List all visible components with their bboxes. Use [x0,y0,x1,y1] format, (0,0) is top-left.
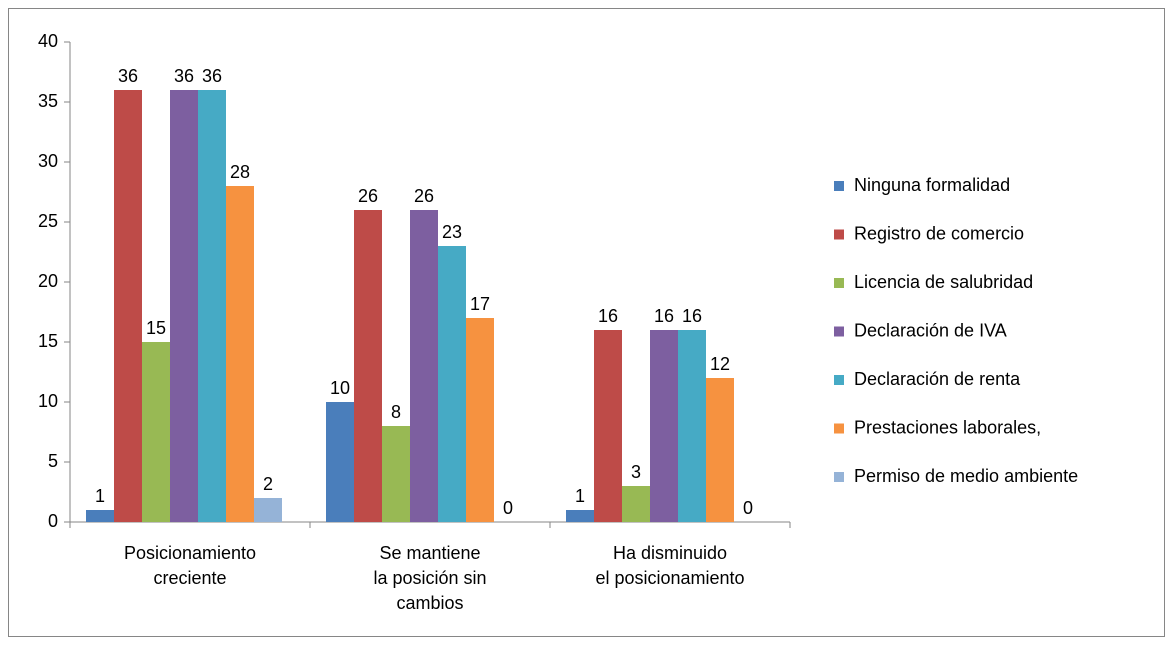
legend-label: Prestaciones laborales, [854,417,1041,437]
data-label: 36 [174,66,194,86]
data-label: 1 [95,486,105,506]
x-tick-label-line: Posicionamiento [124,543,256,563]
y-tick-label: 0 [48,511,58,531]
bar [566,510,594,522]
bar [142,342,170,522]
data-label: 36 [202,66,222,86]
y-tick-label: 10 [38,391,58,411]
x-tick-label-line: cambios [396,593,463,613]
bar [326,402,354,522]
data-label: 16 [598,306,618,326]
bar [410,210,438,522]
bar [170,90,198,522]
data-label: 2 [263,474,273,494]
bar [198,90,226,522]
legend-swatch [834,472,844,482]
y-tick-label: 20 [38,271,58,291]
data-label: 16 [682,306,702,326]
x-tick-label-line: el posicionamiento [595,568,744,588]
bar [226,186,254,522]
legend-label: Declaración de renta [854,369,1021,389]
bar [438,246,466,522]
bar [466,318,494,522]
data-label: 8 [391,402,401,422]
legend-swatch [834,375,844,385]
legend-label: Registro de comercio [854,223,1024,243]
y-tick-label: 5 [48,451,58,471]
legend-swatch [834,423,844,434]
legend-swatch [834,181,844,191]
legend-swatch [834,278,844,288]
data-label: 10 [330,378,350,398]
data-label: 15 [146,318,166,338]
legend-swatch [834,229,844,240]
y-tick-label: 15 [38,331,58,351]
data-label: 1 [575,486,585,506]
bar [114,90,142,522]
data-label: 23 [442,222,462,242]
bar [254,498,282,522]
data-label: 36 [118,66,138,86]
bar [650,330,678,522]
data-label: 26 [414,186,434,206]
data-label: 26 [358,186,378,206]
legend-label: Declaración de IVA [854,320,1007,340]
legend-label: Licencia de salubridad [854,272,1033,292]
data-label: 28 [230,162,250,182]
bar [86,510,114,522]
bar [382,426,410,522]
data-label: 16 [654,306,674,326]
data-label: 17 [470,294,490,314]
x-tick-label-line: creciente [153,568,226,588]
x-tick-label: Posicionamiento creciente [124,543,256,588]
data-label: 12 [710,354,730,374]
y-tick-label: 40 [38,31,58,51]
bar [594,330,622,522]
legend-label: Ninguna formalidad [854,175,1010,195]
x-tick-label-line: Ha disminuido [613,543,727,563]
bar [706,378,734,522]
data-label: 0 [503,498,513,518]
y-tick-label: 35 [38,91,58,111]
y-tick-label: 30 [38,151,58,171]
bar [678,330,706,522]
data-label: 0 [743,498,753,518]
bar [354,210,382,522]
y-tick-label: 25 [38,211,58,231]
legend-label: Permiso de medio ambiente [854,466,1078,486]
x-tick-label: Se mantiene la posición sin cambios [373,543,486,613]
legend-swatch [834,326,844,337]
x-tick-label: Ha disminuido el posicionamiento [595,543,744,588]
bar [622,486,650,522]
data-label: 3 [631,462,641,482]
x-tick-label-line: Se mantiene [379,543,480,563]
x-tick-label-line: la posición sin [373,568,486,588]
